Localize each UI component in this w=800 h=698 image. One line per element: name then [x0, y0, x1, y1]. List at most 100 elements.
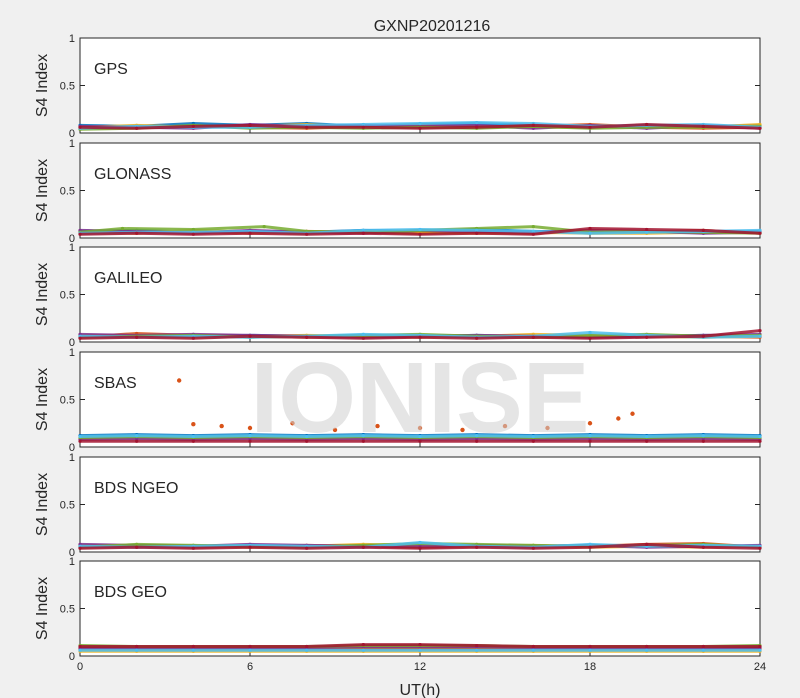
panel-bds-geo: 0 0.5 1 0 6 12 18 24 S4 Index BDS GEO	[34, 556, 766, 673]
y-tick-label: 1	[69, 242, 75, 254]
x-tick-label: 0	[77, 661, 83, 673]
data-point	[361, 545, 365, 549]
data-point	[475, 125, 479, 129]
data-point	[531, 335, 535, 339]
x-tick-label: 6	[247, 661, 253, 673]
data-point	[191, 232, 195, 236]
data-point	[78, 439, 82, 443]
y-tick-label: 0	[69, 651, 75, 663]
data-point	[135, 545, 139, 549]
data-point	[630, 411, 635, 416]
data-point	[78, 434, 82, 439]
data-point	[361, 434, 365, 438]
data-point	[502, 423, 508, 429]
data-point	[418, 335, 422, 339]
data-point	[290, 421, 295, 426]
data-point	[191, 124, 195, 128]
data-point	[248, 545, 252, 549]
data-point	[645, 542, 649, 547]
data-point	[78, 648, 82, 652]
data-point	[305, 125, 309, 129]
data-point	[701, 228, 705, 232]
data-point	[531, 648, 535, 652]
y-tick-label: 1	[69, 33, 75, 45]
data-point	[645, 439, 649, 443]
data-point	[135, 648, 139, 652]
data-point	[418, 227, 422, 232]
data-point	[135, 644, 139, 649]
y-tick-label: 1	[69, 138, 75, 150]
data-point	[361, 648, 365, 652]
axes-box	[79, 351, 761, 448]
data-point	[248, 123, 252, 127]
panel-label-sbas: SBAS	[94, 375, 137, 392]
y-tick-label: 0.5	[60, 395, 75, 407]
y-tick-label: 0.5	[60, 500, 75, 512]
y-tick-label: 1	[69, 452, 75, 464]
series-6	[78, 434, 762, 439]
data-point	[248, 439, 252, 443]
data-point	[418, 434, 422, 439]
data-point	[191, 422, 196, 427]
data-point	[758, 439, 762, 443]
x-axis-label: UT(h)	[400, 682, 441, 698]
data-point	[645, 122, 649, 127]
data-point	[135, 434, 139, 438]
data-point	[418, 648, 422, 652]
data-point	[645, 434, 649, 439]
data-point	[191, 546, 195, 550]
axes-box	[79, 142, 761, 239]
data-point	[191, 336, 195, 340]
data-point	[475, 643, 479, 648]
y-tick-label: 0	[69, 547, 75, 559]
data-point	[531, 225, 535, 229]
data-point	[645, 648, 649, 652]
data-point	[418, 643, 422, 647]
data-point	[588, 542, 592, 547]
data-point	[418, 126, 422, 130]
data-point	[475, 120, 479, 125]
data-point	[531, 546, 535, 550]
data-point	[78, 644, 82, 649]
panel-bds-ngeo: 0 0.5 1 S4 Index BDS NGEO	[34, 452, 762, 559]
data-point	[588, 333, 592, 337]
data-point	[588, 644, 592, 649]
panel-galileo: 0 0.5 1 S4 Index GALILEO	[34, 242, 762, 349]
data-point	[361, 231, 365, 235]
series-7	[78, 122, 762, 130]
y-tick-label: 1	[69, 556, 75, 568]
data-point	[78, 232, 82, 236]
data-point	[701, 545, 705, 549]
data-point	[191, 434, 195, 439]
panel-label-bds-ngeo: BDS NGEO	[94, 480, 178, 497]
data-point	[135, 335, 139, 339]
series-7	[78, 329, 762, 340]
y-axis-label: S4 Index	[34, 577, 51, 640]
y-tick-label: 0	[69, 233, 75, 245]
data-point	[701, 124, 705, 128]
data-point	[475, 434, 479, 438]
series-6	[78, 648, 762, 652]
y-axis-label: S4 Index	[34, 263, 51, 326]
data-point	[701, 334, 705, 338]
data-point	[191, 644, 195, 649]
data-point	[191, 439, 195, 443]
data-point	[758, 546, 762, 550]
data-point	[305, 644, 309, 649]
y-axis-label: S4 Index	[34, 159, 51, 222]
panel-label-galileo: GALILEO	[94, 270, 162, 287]
y-axis-label: S4 Index	[34, 368, 51, 431]
axes-box	[79, 456, 761, 553]
data-point	[135, 542, 139, 547]
y-tick-label: 0.5	[60, 290, 75, 302]
data-point	[758, 648, 762, 652]
data-point	[135, 231, 139, 235]
data-point	[588, 231, 592, 235]
data-point	[418, 546, 422, 550]
y-tick-label: 0.5	[60, 186, 75, 198]
data-point	[531, 123, 535, 127]
data-point	[588, 439, 592, 443]
data-point	[588, 648, 592, 652]
data-point	[262, 225, 266, 229]
